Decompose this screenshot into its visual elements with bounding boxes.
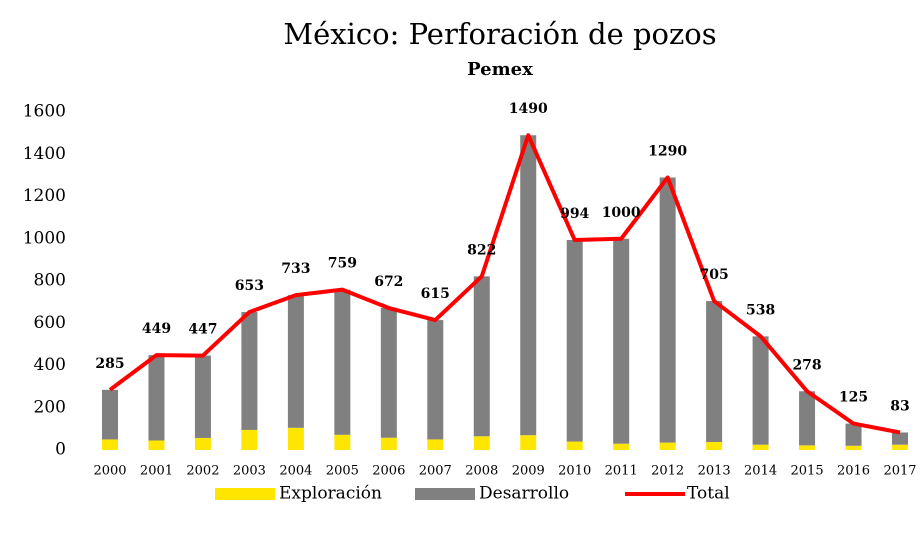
value-label: 759 [328,256,357,272]
value-label: 705 [700,267,729,283]
bar-segment [102,389,118,440]
bar-segment [799,391,816,446]
value-label: 449 [142,321,171,337]
x-tick-label: 2003 [233,464,266,479]
x-tick-label: 2004 [279,464,312,479]
bar-segment [287,295,304,428]
value-label: 125 [839,390,868,406]
bar-segment [520,135,537,436]
x-tick-label: 2015 [791,464,824,479]
bar-segment [194,437,211,450]
bar-segment [845,423,862,446]
bar-segment [380,308,397,438]
chart-title: México: Perforación de pozos [283,17,716,51]
y-tick-label: 200 [34,397,66,417]
bar-segment [845,445,862,450]
x-tick-label: 2006 [372,464,405,479]
bar-segment [706,441,723,450]
chart-subtitle: Pemex [467,59,533,80]
y-tick-label: 1200 [23,186,66,206]
x-tick-label: 2011 [605,464,638,479]
legend-label: Total [687,484,730,504]
y-tick-label: 1400 [23,144,66,164]
value-label: 822 [467,242,496,258]
bar-segment [659,177,676,443]
value-label: 1000 [602,205,641,221]
bar-segment [613,238,630,444]
x-tick-label: 2005 [326,464,359,479]
bar-segment [752,336,769,445]
bar-segment [706,301,723,442]
value-label: 285 [95,356,124,372]
value-label: 733 [281,261,310,277]
y-tick-label: 800 [34,271,66,291]
bar-segment [659,442,676,450]
total-line [108,133,901,435]
bar-segment [799,445,816,450]
bar-segment [241,312,258,430]
y-tick-label: 600 [34,313,66,333]
bar-segment [473,436,490,450]
value-label: 615 [421,286,450,302]
x-tick-label: 2008 [465,464,498,479]
y-tick-label: 0 [55,440,66,460]
bar-segment [520,435,537,450]
value-label: 278 [792,357,821,373]
x-tick-label: 2000 [93,464,126,479]
value-label: 83 [890,398,909,414]
legend-marker [215,488,275,500]
bar-segment [380,437,397,450]
bar-segment [613,443,630,450]
value-label: 994 [560,206,589,222]
bar-segment [102,439,118,450]
y-tick-label: 1600 [23,102,66,122]
x-tick-label: 2017 [883,464,916,479]
x-tick-label: 2001 [140,464,173,479]
bar-segment [241,429,258,450]
legend-marker [415,488,475,500]
y-tick-label: 1000 [23,228,66,248]
x-tick-label: 2002 [186,464,219,479]
bar-segment [427,439,444,450]
bar-segment [287,427,304,450]
value-label: 672 [374,274,403,290]
value-label: 653 [235,278,264,294]
value-label: 1490 [509,101,548,117]
bar-segment [892,444,908,450]
legend-label: Desarrollo [479,484,569,504]
x-tick-label: 2007 [419,464,452,479]
bar-segment [334,289,351,435]
bar-segment [566,441,583,450]
y-tick-label: 400 [34,355,66,375]
value-label: 538 [746,302,775,318]
bar-segment [566,240,583,442]
bar-segment [148,355,165,441]
bar-segment [892,432,908,445]
value-label: 1290 [648,143,687,159]
x-tick-label: 2010 [558,464,591,479]
bar-segment [334,434,351,450]
bar-segment [194,355,211,438]
bar-segment [752,444,769,450]
bar-segment [473,276,490,437]
x-tick-label: 2009 [512,464,545,479]
x-tick-label: 2014 [744,464,777,479]
legend-label: Exploración [279,484,382,504]
x-tick-label: 2013 [698,464,731,479]
bar-segment [148,440,165,450]
bar-segment [427,320,444,440]
x-tick-label: 2016 [837,464,870,479]
x-tick-label: 2012 [651,464,684,479]
value-label: 447 [188,322,217,338]
